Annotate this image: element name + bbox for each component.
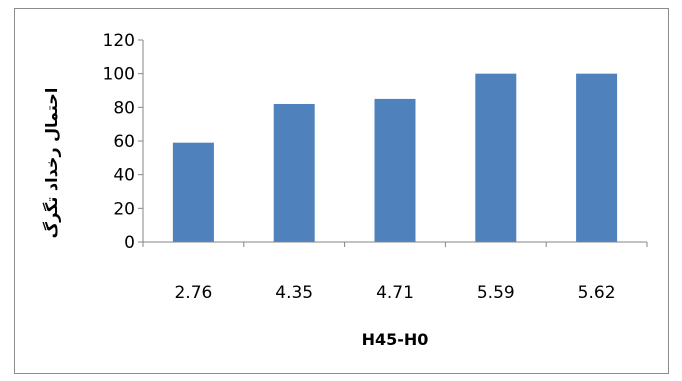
x-axis-ticks: 2.76 4.35 4.71 5.59 5.62 [142,242,648,303]
bar-2-76 [172,142,214,242]
x-tick-label: 5.62 [578,283,616,303]
chart-frame [14,8,669,374]
x-axis-title: H45-H0 [362,330,429,349]
y-tick-label: 120 [103,31,135,51]
x-tick-label: 4.71 [376,283,414,303]
y-tick-label: 60 [113,132,135,152]
y-axis-ticks: 0 20 40 60 80 100 120 [103,31,143,253]
y-tick-label: 20 [113,199,135,219]
y-tick-label: 100 [103,65,135,85]
bars [172,73,618,243]
bar-5-62 [576,73,618,243]
bar-4-71 [374,98,416,243]
y-tick-label: 0 [124,233,135,253]
bar-4-35 [273,103,315,242]
bar-5-59 [475,73,517,243]
x-tick-label: 5.59 [477,283,515,303]
x-tick-label: 2.76 [174,283,212,303]
y-tick-label: 80 [113,98,135,118]
y-axis-title: احتمال رخداد تگرگ [42,88,61,239]
y-tick-label: 40 [113,166,135,186]
x-tick-label: 4.35 [275,283,313,303]
